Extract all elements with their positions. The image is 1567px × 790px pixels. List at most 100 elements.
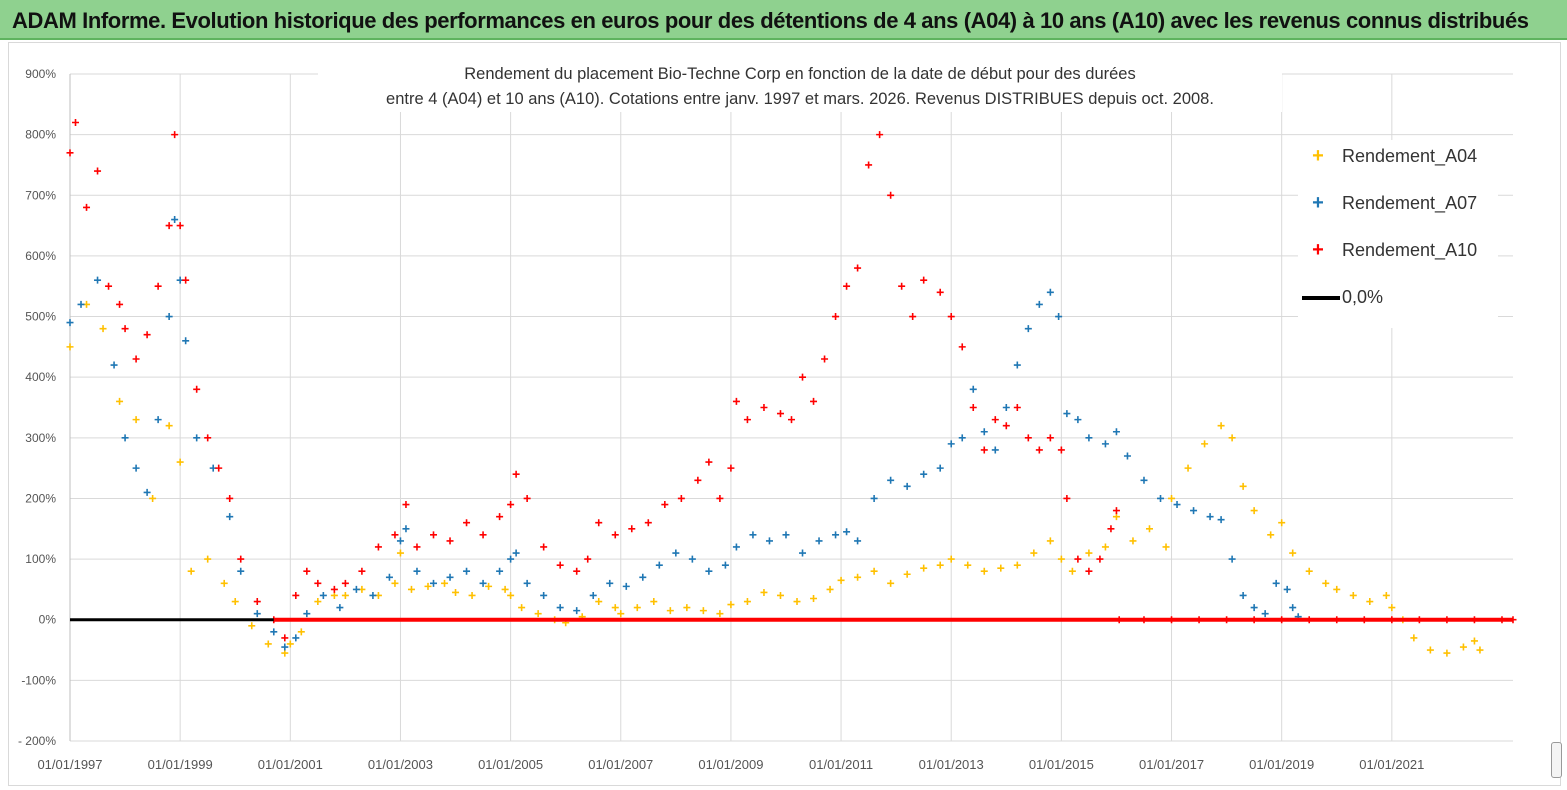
data-point-rendement_a10: [292, 591, 300, 599]
data-point-rendement_a07: [507, 555, 515, 563]
data-point-rendement_a07: [402, 525, 410, 533]
data-point-rendement_a10: [947, 313, 955, 321]
data-point-rendement_a04: [341, 591, 349, 599]
data-point-rendement_a07: [622, 582, 630, 590]
data-point-rendement_a10: [215, 464, 223, 472]
data-point-rendement_a04: [407, 585, 415, 593]
data-point-rendement_a10: [694, 476, 702, 484]
data-point-rendement_a07: [705, 567, 713, 575]
data-point-rendement_a04: [1267, 531, 1275, 539]
data-point-rendement_a04: [507, 591, 515, 599]
y-tick-label: 600%: [25, 249, 56, 263]
data-point-rendement_a10: [303, 567, 311, 575]
data-point-rendement_a04: [837, 576, 845, 584]
data-point-rendement_a04: [1388, 604, 1396, 612]
data-point-rendement_a07: [1217, 516, 1225, 524]
data-point-rendement_a10: [523, 494, 531, 502]
data-point-rendement_a10: [584, 555, 592, 563]
legend: + Rendement_A04 + Rendement_A07 + Rendem…: [1298, 140, 1498, 328]
data-point-rendement_a07: [1074, 416, 1082, 424]
data-point-rendement_a04: [947, 555, 955, 563]
data-point-rendement_a04: [1289, 549, 1297, 557]
data-point-rendement_a04: [776, 591, 784, 599]
data-point-rendement_a10: [788, 416, 795, 424]
data-point-rendement_a04: [1013, 561, 1021, 569]
chart-subtitle-line1: Rendement du placement Bio-Techne Corp e…: [464, 65, 1136, 83]
data-point-rendement_a04: [132, 416, 140, 424]
data-point-rendement_a04: [1333, 585, 1341, 593]
data-point-rendement_a04: [1112, 513, 1120, 521]
data-point-rendement_a04: [204, 555, 212, 563]
data-point-rendement_a10: [887, 191, 895, 199]
data-point-rendement_a07: [1206, 513, 1214, 521]
data-point-rendement_a10: [83, 203, 91, 211]
data-point-rendement_a10: [143, 331, 151, 339]
data-point-rendement_a04: [1101, 543, 1109, 551]
data-point-rendement_a07: [369, 591, 377, 599]
data-point-rendement_a07: [1261, 610, 1269, 618]
data-point-rendement_a04: [534, 610, 542, 618]
data-point-rendement_a10: [94, 167, 102, 175]
data-point-rendement_a07: [589, 591, 597, 599]
data-point-rendement_a07: [253, 610, 261, 618]
y-tick-label: -100%: [21, 673, 56, 687]
data-point-rendement_a07: [336, 604, 344, 612]
data-point-rendement_a04: [1168, 494, 1176, 502]
data-point-rendement_a04: [1146, 525, 1153, 533]
y-tick-label: 900%: [25, 67, 56, 81]
x-tick-label: 01/01/1997: [37, 757, 102, 772]
data-point-rendement_a04: [1322, 579, 1330, 587]
data-point-rendement_a04: [99, 325, 107, 333]
chart-frame: [8, 42, 1561, 786]
data-point-rendement_a10: [854, 264, 862, 272]
data-point-rendement_a04: [936, 561, 944, 569]
data-point-rendement_a10: [776, 410, 784, 418]
data-point-rendement_a04: [1278, 519, 1286, 527]
data-point-rendement_a07: [606, 579, 614, 587]
data-point-rendement_a07: [1013, 361, 1021, 369]
data-point-rendement_a10: [573, 567, 581, 575]
resize-handle-icon[interactable]: [1551, 742, 1562, 778]
data-point-rendement_a04: [176, 458, 184, 466]
data-point-rendement_a10: [991, 416, 999, 424]
data-point-rendement_a04: [1046, 537, 1054, 545]
data-point-rendement_a10: [105, 282, 113, 290]
data-point-rendement_a04: [1443, 649, 1451, 657]
data-point-rendement_a10: [732, 397, 740, 405]
legend-marker-a04: +: [1312, 145, 1324, 167]
data-point-rendement_a10: [237, 555, 245, 563]
data-point-rendement_a10: [540, 543, 548, 551]
data-point-rendement_a04: [980, 567, 988, 575]
data-point-rendement_a07: [430, 579, 438, 587]
data-point-rendement_a04: [518, 604, 526, 612]
data-point-rendement_a04: [330, 591, 338, 599]
data-point-rendement_a10: [716, 494, 724, 502]
data-point-rendement_a07: [1190, 507, 1198, 515]
legend-marker-a07: +: [1312, 192, 1324, 214]
data-point-rendement_a10: [507, 501, 515, 509]
legend-item-a04: + Rendement_A04: [1298, 140, 1498, 187]
data-point-rendement_a10: [253, 598, 261, 606]
y-tick-label: 400%: [25, 370, 56, 384]
data-point-rendement_a07: [496, 567, 504, 575]
data-point-rendement_a10: [832, 313, 840, 321]
data-point-rendement_a04: [116, 397, 124, 405]
data-point-rendement_a07: [980, 428, 988, 436]
data-point-rendement_a04: [870, 567, 878, 575]
data-point-rendement_a07: [799, 549, 807, 557]
series-rendement_a07: [66, 216, 1302, 651]
x-tick-label: 01/01/2017: [1139, 757, 1204, 772]
data-point-rendement_a04: [165, 422, 173, 430]
data-point-rendement_a04: [854, 573, 862, 581]
data-point-rendement_a07: [132, 464, 140, 472]
data-point-rendement_a10: [611, 531, 619, 539]
data-point-rendement_a10: [1063, 494, 1071, 502]
data-point-rendement_a07: [1140, 476, 1148, 484]
data-point-rendement_a04: [683, 604, 691, 612]
data-point-rendement_a07: [991, 446, 999, 454]
data-point-rendement_a10: [799, 373, 807, 381]
data-point-rendement_a04: [149, 494, 157, 502]
data-point-rendement_a07: [1289, 604, 1297, 612]
data-point-rendement_a10: [402, 501, 410, 509]
data-point-rendement_a10: [1024, 434, 1032, 442]
